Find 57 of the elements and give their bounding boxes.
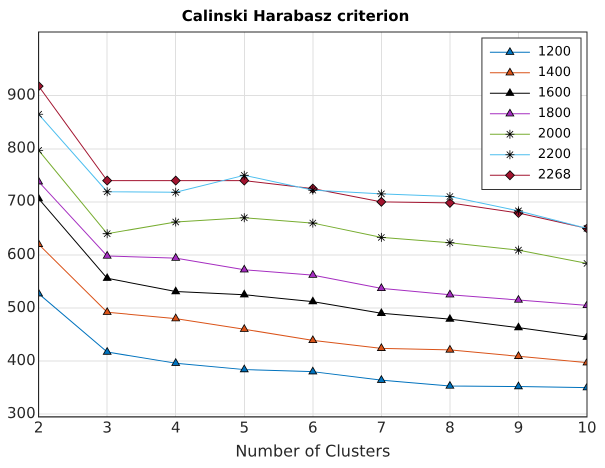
point (240, 364, 249, 372)
y-tick-label: 900 (6, 86, 36, 104)
x-tick-label: 10 (577, 418, 597, 437)
legend-label: 2268 (538, 168, 572, 183)
point (377, 375, 386, 383)
point (171, 286, 180, 294)
x-tick-label: 4 (170, 418, 180, 437)
y-tick-label: 300 (6, 404, 36, 422)
point (102, 251, 112, 259)
point (171, 253, 180, 261)
legend-label: 1600 (538, 86, 572, 101)
point (308, 296, 318, 304)
x-tick-label: 7 (376, 418, 386, 437)
point (170, 176, 181, 186)
point (445, 198, 455, 208)
point (308, 270, 318, 278)
point (446, 314, 454, 322)
point (514, 351, 523, 359)
legend-label: 1400 (538, 65, 572, 80)
point (376, 196, 386, 207)
point (240, 324, 249, 332)
point (446, 345, 454, 353)
y-tick-label: 800 (6, 138, 36, 157)
legend-label: 2200 (538, 147, 572, 162)
x-tick-label: 9 (514, 418, 524, 437)
x-tick-label: 5 (239, 418, 250, 437)
point (171, 358, 180, 366)
point (377, 343, 386, 351)
point (446, 381, 454, 389)
point (514, 382, 523, 390)
point (102, 176, 112, 186)
point (446, 290, 454, 298)
point (102, 307, 112, 315)
chart-title: Calinski Harabasz criterion (182, 6, 410, 25)
point (308, 366, 318, 374)
x-tick-label: 2 (34, 418, 44, 437)
legend-label: 1200 (538, 44, 572, 60)
y-tick-label: 400 (6, 350, 36, 369)
x-tick-label: 3 (102, 418, 112, 437)
point (308, 335, 318, 344)
y-tick-label: 600 (6, 244, 36, 263)
point (377, 283, 386, 292)
y-tick-label: 700 (6, 192, 36, 210)
legend-label: 2000 (538, 126, 572, 142)
point (171, 314, 180, 322)
y-tick-label: 500 (6, 298, 36, 316)
point (514, 295, 523, 303)
legend-label: 1800 (538, 106, 572, 122)
point (102, 347, 112, 355)
x-tick-label: 8 (445, 418, 455, 437)
point (240, 264, 249, 272)
point (102, 273, 112, 281)
point (377, 308, 386, 316)
point (514, 322, 523, 330)
point (240, 290, 249, 298)
x-axis-title: Number of Clusters (235, 442, 390, 461)
x-tick-label: 6 (308, 418, 318, 437)
